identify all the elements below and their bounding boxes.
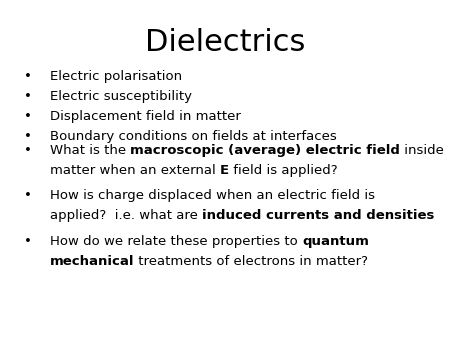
Text: inside: inside — [400, 144, 444, 157]
Text: Dielectrics: Dielectrics — [145, 28, 305, 57]
Text: •: • — [24, 189, 32, 202]
Text: •: • — [24, 144, 32, 157]
Text: quantum: quantum — [302, 235, 369, 248]
Text: Electric polarisation: Electric polarisation — [50, 70, 182, 83]
Text: •: • — [24, 130, 32, 143]
Text: induced currents and densities: induced currents and densities — [202, 210, 435, 222]
Text: •: • — [24, 110, 32, 123]
Text: How do we relate these properties to: How do we relate these properties to — [50, 235, 302, 248]
Text: •: • — [24, 235, 32, 248]
Text: What is the: What is the — [50, 144, 130, 157]
Text: •: • — [24, 70, 32, 83]
Text: Boundary conditions on fields at interfaces: Boundary conditions on fields at interfa… — [50, 130, 337, 143]
Text: Displacement field in matter: Displacement field in matter — [50, 110, 241, 123]
Text: How is charge displaced when an electric field is: How is charge displaced when an electric… — [50, 189, 375, 202]
Text: matter when an external: matter when an external — [50, 164, 220, 177]
Text: E: E — [220, 164, 229, 177]
Text: macroscopic (average) electric field: macroscopic (average) electric field — [130, 144, 400, 157]
Text: mechanical: mechanical — [50, 255, 135, 268]
Text: applied?  i.e. what are: applied? i.e. what are — [50, 210, 202, 222]
Text: field is applied?: field is applied? — [229, 164, 338, 177]
Text: Electric susceptibility: Electric susceptibility — [50, 90, 192, 103]
Text: •: • — [24, 90, 32, 103]
Text: treatments of electrons in matter?: treatments of electrons in matter? — [135, 255, 369, 268]
